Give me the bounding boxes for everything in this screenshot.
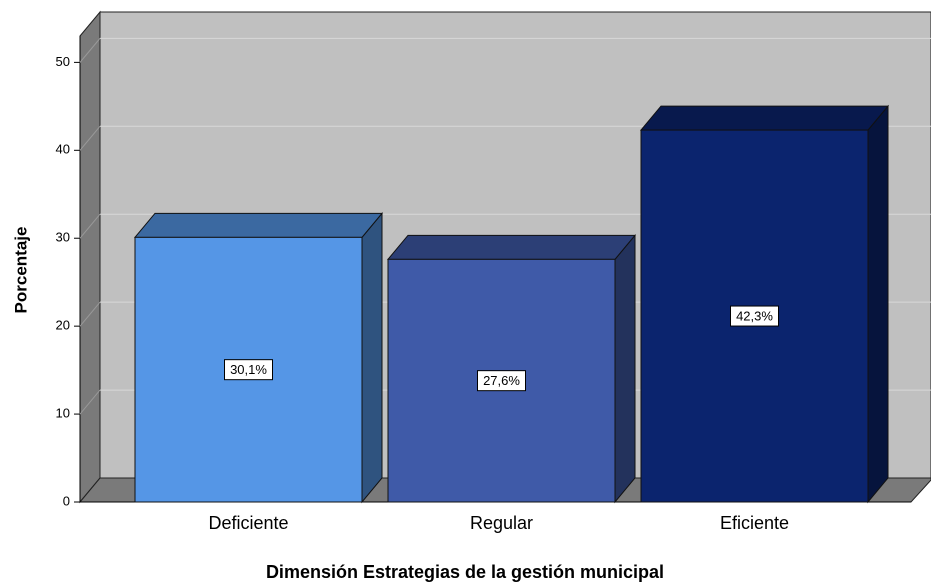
grid-line xyxy=(79,301,101,327)
value-label-box xyxy=(477,370,526,392)
y-tick-label: 10 xyxy=(56,406,70,421)
left-wall xyxy=(79,10,101,504)
bar-side xyxy=(361,211,383,504)
bar-top xyxy=(133,212,384,238)
value-label: 27,6% xyxy=(483,373,520,388)
y-tick-label: 50 xyxy=(56,54,70,69)
bar-top xyxy=(386,234,637,260)
value-label: 42,3% xyxy=(736,308,773,323)
x-tick-label: Regular xyxy=(470,513,533,533)
bar-side xyxy=(867,104,889,504)
y-tick-label: 40 xyxy=(56,142,70,157)
y-tick-label: 30 xyxy=(56,230,70,245)
y-axis-title: Porcentaje xyxy=(11,227,30,314)
value-label-box xyxy=(730,305,779,327)
x-tick-label: Eficiente xyxy=(720,513,789,533)
x-tick-label: Deficiente xyxy=(208,513,288,533)
x-axis-title: Dimensión Estrategias de la gestión muni… xyxy=(266,562,664,582)
value-label-box xyxy=(224,359,273,381)
grid-line xyxy=(79,38,101,63)
bar-top xyxy=(639,105,890,131)
y-tick-label: 0 xyxy=(63,493,70,508)
grid-line xyxy=(79,213,101,239)
grid-line xyxy=(79,389,101,415)
value-label: 30,1% xyxy=(230,362,267,377)
bar-side xyxy=(614,233,636,504)
grid-line xyxy=(79,125,101,151)
y-tick-label: 20 xyxy=(56,318,70,333)
